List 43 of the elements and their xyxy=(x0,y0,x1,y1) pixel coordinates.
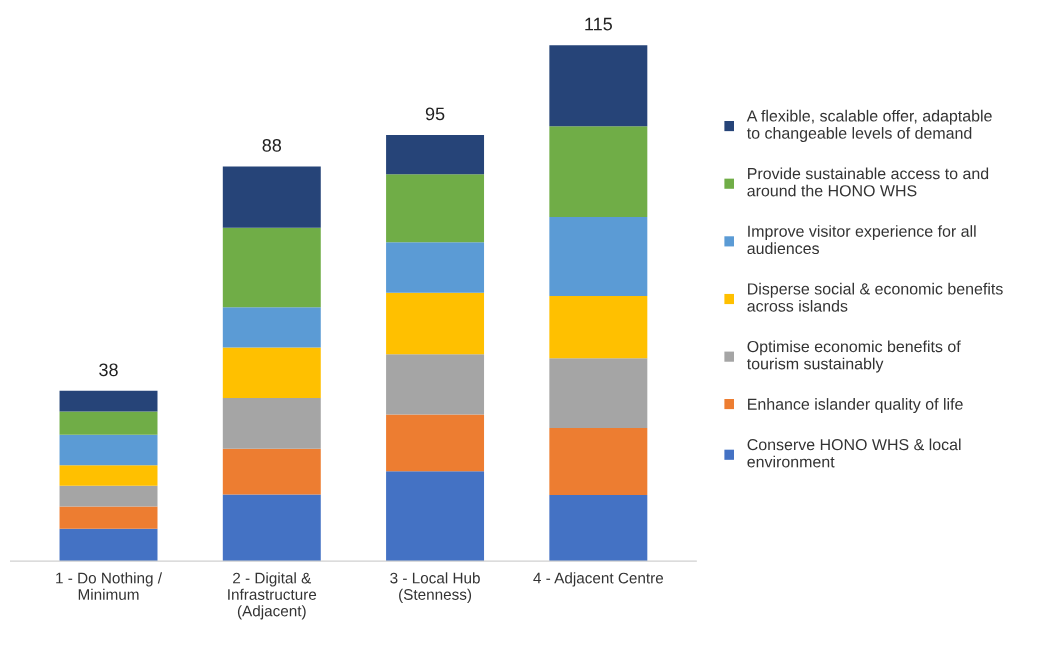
bar xyxy=(222,347,321,399)
annotation: 95 xyxy=(425,107,445,121)
bar xyxy=(386,134,485,175)
bar xyxy=(386,242,485,293)
bar xyxy=(222,398,321,449)
bar xyxy=(59,506,158,529)
bar xyxy=(59,434,158,466)
bar xyxy=(222,166,321,228)
x-tick-label: 3 - Local Hub (Stenness) xyxy=(390,572,480,603)
legend-label: Enhance islander quality of life xyxy=(748,398,963,413)
bar xyxy=(549,45,648,127)
bar xyxy=(386,471,485,562)
bar xyxy=(222,494,321,562)
annotation: 38 xyxy=(99,363,118,377)
bar xyxy=(59,411,158,435)
x-tick-label: 2 - Digital & Infrastructure (Adjacent) xyxy=(228,572,317,620)
bar xyxy=(59,390,158,412)
bar xyxy=(549,216,648,296)
legend-label: Provide sustainable access to and around the HONO WHS xyxy=(747,167,989,197)
bar xyxy=(386,292,485,355)
legend-label: Improve visitor experience for all audiences xyxy=(747,225,976,255)
bar xyxy=(59,465,158,486)
bar xyxy=(59,485,158,507)
bar xyxy=(549,358,648,429)
bar xyxy=(222,227,321,308)
legend-label: A flexible, scalable offer, adaptable to changeable levels of demand xyxy=(746,109,992,142)
annotation: 88 xyxy=(262,138,282,152)
x-tick-label: 4 - Adjacent Centre xyxy=(533,572,664,587)
legend-label: Optimise economic benefits of tourism sustainably xyxy=(746,340,961,373)
bar xyxy=(549,126,648,217)
bar xyxy=(386,354,485,415)
bar xyxy=(549,495,648,562)
bar xyxy=(386,414,485,472)
bar xyxy=(386,174,485,243)
bar xyxy=(549,295,648,359)
legend-label: Conserve HONO WHS & local environment xyxy=(747,438,961,468)
bar xyxy=(222,448,321,495)
text: 115 xyxy=(585,17,612,31)
legend-label: Disperse social & economic benefits across islands xyxy=(747,282,1003,312)
bar xyxy=(549,428,648,496)
bar xyxy=(222,307,321,348)
x-tick-label: 1 - Do Nothing / Minimum xyxy=(56,572,163,600)
bar xyxy=(59,528,158,562)
